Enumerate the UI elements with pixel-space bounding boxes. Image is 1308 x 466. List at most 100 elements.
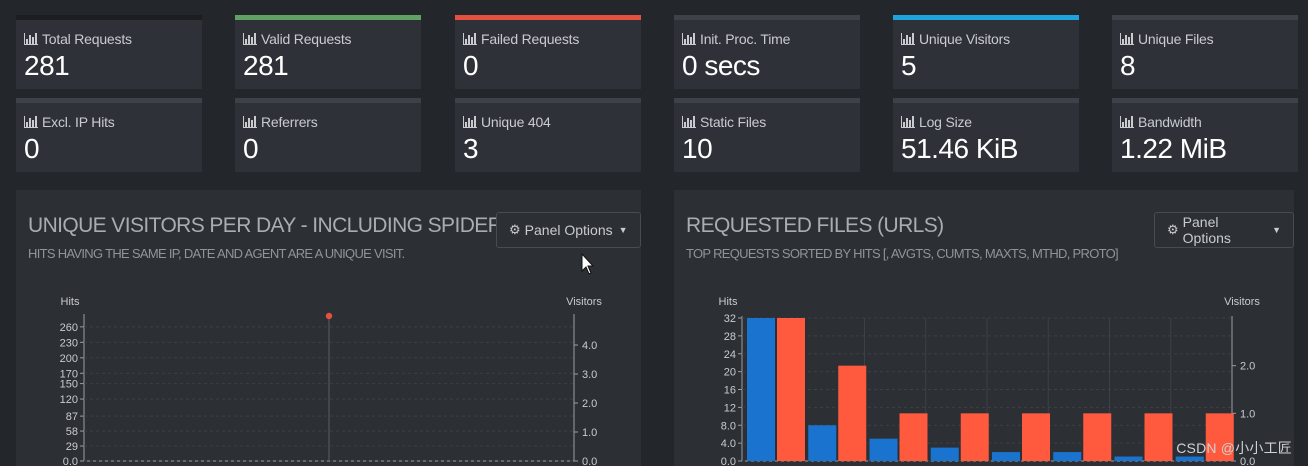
bar-chart-icon — [24, 116, 38, 128]
stat-card: Failed Requests 0 — [455, 15, 641, 89]
bar-chart-icon — [1120, 116, 1134, 128]
y-tick-label: 12 — [724, 402, 736, 414]
y-tick-label: 200 — [60, 353, 78, 365]
card-accent-bar — [455, 98, 641, 103]
y-tick-label: 0.0 — [721, 456, 736, 466]
y2-tick-label: 4.0 — [582, 340, 597, 352]
panel-subtitle: HITS HAVING THE SAME IP, DATE AND AGENT … — [28, 246, 405, 261]
stat-card: Bandwidth 1.22 MiB — [1112, 98, 1298, 172]
card-label: Log Size — [919, 114, 972, 130]
card-label: Failed Requests — [481, 31, 580, 47]
y-tick-label: 32 — [724, 313, 736, 325]
y-tick-label: 170 — [60, 368, 78, 380]
y-tick-label: 16 — [724, 385, 736, 397]
y2-tick-label: 1.0 — [1240, 408, 1255, 420]
gear-icon: ⚙ — [1167, 222, 1179, 237]
card-value: 0 — [243, 133, 259, 164]
card-accent-bar — [1112, 15, 1298, 20]
panel-title: UNIQUE VISITORS PER DAY - INCLUDING SPID… — [28, 214, 516, 237]
bar — [808, 425, 837, 461]
card-accent-bar — [674, 15, 860, 20]
y-tick-label: 28 — [724, 331, 736, 343]
y-tick-label: 150 — [60, 379, 78, 391]
stat-card: Static Files 10 — [674, 98, 860, 172]
panel-subtitle: TOP REQUESTS SORTED BY HITS [, AVGTS, CU… — [686, 246, 1119, 261]
stat-card: Unique Visitors 5 — [893, 15, 1079, 89]
card-label: Static Files — [700, 114, 767, 130]
card-value: 3 — [463, 133, 479, 164]
y-tick-label: 0.0 — [63, 456, 78, 466]
card-accent-bar — [235, 98, 421, 103]
card-value: 281 — [243, 50, 289, 81]
y-tick-label: 4.0 — [721, 438, 736, 450]
requests-chart: Hits Visitors 32 28 24 20 16 12 8.0 4.0 0.0 2.0 1.0 0… — [719, 296, 1261, 466]
y-tick-label: 230 — [60, 337, 78, 349]
card-value: 1.22 MiB — [1120, 133, 1227, 164]
bar-chart-icon — [24, 33, 38, 45]
panel-options-label: Panel Options — [524, 222, 613, 238]
card-label: Excl. IP Hits — [42, 114, 115, 130]
card-value: 0 — [24, 133, 40, 164]
bar — [930, 447, 959, 461]
bar — [1205, 413, 1234, 461]
card-label: Init. Proc. Time — [700, 31, 791, 47]
y-tick-label: 58 — [66, 426, 78, 438]
bar — [838, 365, 867, 461]
bar-chart-icon — [901, 116, 915, 128]
card-label: Total Requests — [42, 31, 132, 47]
bar — [899, 413, 928, 461]
y2-tick-label: 0.0 — [582, 456, 597, 466]
y-tick-label: 24 — [724, 349, 736, 361]
y-tick-label: 8.0 — [721, 420, 736, 432]
bar — [1022, 413, 1050, 461]
bar — [1114, 456, 1143, 461]
card-accent-bar — [16, 98, 202, 103]
card-accent-bar — [455, 15, 641, 20]
panel-options-button[interactable]: ⚙ Panel Options ▼ — [1154, 212, 1294, 248]
stat-card: Log Size 51.46 KiB — [893, 98, 1079, 172]
panel-options-button[interactable]: ⚙ Panel Options ▼ — [496, 212, 641, 248]
bar-chart-icon — [901, 33, 915, 45]
bar-chart-icon — [243, 116, 257, 128]
bar — [1083, 413, 1112, 461]
bar — [992, 452, 1020, 461]
stat-card: Unique Files 8 — [1112, 15, 1298, 89]
stat-card: Excl. IP Hits 0 — [16, 98, 202, 172]
y-tick-label: 260 — [60, 322, 78, 334]
y-tick-label: 87 — [66, 411, 78, 423]
stat-card: Valid Requests 281 — [235, 15, 421, 89]
card-value: 0 — [463, 50, 479, 81]
card-accent-bar — [893, 98, 1079, 103]
card-accent-bar — [16, 15, 202, 20]
y2-tick-label: 2.0 — [1240, 361, 1255, 373]
y-tick-label: 120 — [60, 394, 78, 406]
y2-tick-label: 0.0 — [1240, 456, 1255, 466]
bar — [1175, 456, 1204, 461]
y2-axis-title: Visitors — [1224, 296, 1260, 308]
bar-chart-icon — [243, 33, 257, 45]
card-value: 5 — [901, 50, 917, 81]
mouse-cursor-icon — [581, 253, 595, 275]
card-value: 0 secs — [682, 50, 760, 81]
y2-tick-label: 1.0 — [582, 427, 597, 439]
card-label: Unique 404 — [481, 114, 551, 130]
card-label: Unique Visitors — [919, 31, 1010, 47]
bar-chart-icon — [1120, 33, 1134, 45]
y-tick-label: 29 — [66, 441, 78, 453]
card-value: 281 — [24, 50, 70, 81]
bar — [1144, 413, 1173, 461]
bar-chart-icon — [682, 116, 696, 128]
data-point — [325, 312, 333, 320]
y2-axis-title: Visitors — [566, 296, 602, 308]
y2-tick-label: 2.0 — [582, 398, 597, 410]
card-label: Valid Requests — [261, 31, 352, 47]
gear-icon: ⚙ — [509, 222, 521, 237]
bar — [1053, 452, 1082, 461]
y-axis-title: Hits — [719, 296, 738, 308]
card-label: Unique Files — [1138, 31, 1214, 47]
card-accent-bar — [674, 98, 860, 103]
card-accent-bar — [235, 15, 421, 20]
card-value: 51.46 KiB — [901, 133, 1018, 164]
stat-card: Total Requests 281 — [16, 15, 202, 89]
